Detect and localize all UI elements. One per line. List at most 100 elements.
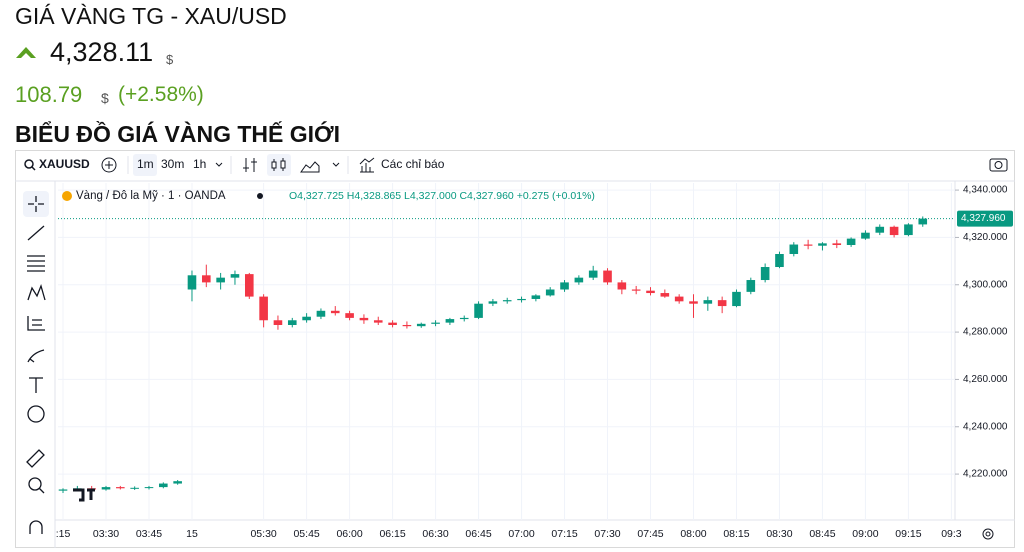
- candle-body: [330, 310, 340, 314]
- candle-body: [144, 487, 154, 489]
- x-tick-label: 06:45: [465, 528, 491, 540]
- change-percent: (+2.58%): [118, 83, 204, 106]
- x-tick-label: 09:15: [895, 528, 921, 540]
- candle-body: [889, 226, 899, 236]
- candle-body: [244, 274, 254, 297]
- x-tick-label: 03:30: [93, 528, 119, 540]
- candle-body: [775, 253, 784, 268]
- chart-widget: XAUUSD 1m 30m 1h Các chỉ báo 4,220.0004,…: [15, 150, 1015, 548]
- interval-active: [133, 154, 157, 176]
- candle-body: [732, 291, 741, 307]
- candle-body: [703, 300, 713, 304]
- interval[interactable]: 1h: [193, 157, 206, 171]
- area-type-button[interactable]: [300, 161, 320, 173]
- x-tick-label: 08:30: [766, 528, 792, 540]
- candle-body: [416, 323, 426, 327]
- chart-type-menu[interactable]: [332, 162, 340, 167]
- x-tick-label: :15: [56, 528, 71, 540]
- candle-body: [631, 289, 641, 291]
- candle-body: [101, 487, 111, 490]
- candle-body: [760, 267, 770, 281]
- candle-body: [818, 243, 827, 246]
- widget-frame: [15, 150, 1015, 548]
- compare-button[interactable]: [101, 157, 117, 173]
- candle-body: [588, 270, 598, 278]
- candle-body: [531, 295, 541, 299]
- candle-body: [746, 280, 756, 292]
- candle-body: [904, 224, 913, 236]
- candle-body: [603, 270, 612, 283]
- indicators-button[interactable]: Các chỉ báo: [381, 157, 445, 171]
- settings-button[interactable]: [982, 528, 994, 540]
- x-tick-label: 08:00: [680, 528, 706, 540]
- bar-type-button[interactable]: [243, 158, 257, 172]
- x-tick-label: 07:00: [508, 528, 534, 540]
- candle-body: [445, 319, 455, 323]
- price-unit: $: [166, 52, 174, 67]
- brush-tool[interactable]: [27, 349, 45, 363]
- candle-body: [302, 316, 311, 321]
- market-status: [257, 193, 263, 199]
- symbol-logo: [62, 191, 72, 201]
- y-tick-label: 4,300.000: [963, 279, 1008, 290]
- trendline-tool[interactable]: [27, 225, 45, 241]
- page-title: GIÁ VÀNG TG - XAU/USD: [15, 3, 287, 29]
- candle-body: [660, 293, 670, 297]
- candle-body: [159, 483, 168, 488]
- symbol[interactable]: XAUUSD: [39, 157, 90, 171]
- candle-body: [116, 487, 125, 489]
- magnet-tool[interactable]: [29, 520, 43, 534]
- candle-body: [717, 300, 727, 307]
- candle-body: [803, 244, 813, 246]
- candle-body: [646, 290, 655, 294]
- screenshot-button[interactable]: [989, 158, 1008, 172]
- y-tick-label: 4,320.000: [963, 232, 1008, 243]
- candle-body: [474, 303, 483, 318]
- change: 108.79: [15, 82, 83, 107]
- y-tick-label: 4,280.000: [963, 327, 1008, 338]
- candle-body: [832, 243, 842, 246]
- price: 4,328.11: [50, 37, 154, 67]
- candle-body: [674, 296, 684, 302]
- candle-body: [273, 320, 283, 325]
- last-price-label: 4,327.960: [961, 213, 1006, 224]
- candle-body: [202, 275, 211, 283]
- candle-body: [402, 324, 412, 327]
- measure-tool[interactable]: [26, 449, 45, 468]
- plot: 4,220.000 4,240.000 4,260.000 4,280.000 4,30…: [56, 183, 1013, 540]
- interval[interactable]: 30m: [161, 157, 184, 171]
- x-tick-label: 08:45: [809, 528, 835, 540]
- candle-body: [789, 244, 799, 254]
- x-tick-label: 03:45: [136, 528, 162, 540]
- candle-body: [617, 282, 627, 290]
- candle-body: [316, 310, 326, 317]
- candle-body: [502, 300, 512, 302]
- pattern-tool[interactable]: [27, 283, 46, 301]
- legend-ohlc: O4,327.725 H4,328.865 L4,327.000 C4,327.…: [289, 190, 595, 202]
- legend-title: Vàng / Đô la Mỹ · 1 · OANDA: [76, 190, 226, 202]
- y-tick-label: 4,260.000: [963, 374, 1008, 385]
- symbol-search[interactable]: XAUUSD: [24, 157, 90, 171]
- x-tick-label: 05:30: [250, 528, 276, 540]
- y-tick-label: 4,240.000: [963, 421, 1008, 432]
- candle-body: [345, 313, 354, 318]
- section-title: BIỂU ĐỒ GIÁ VÀNG THẾ GIỚI: [15, 121, 341, 147]
- crosshair-tool[interactable]: [28, 196, 44, 212]
- x-tick-label: 09:3: [941, 528, 962, 540]
- candle-body: [287, 320, 297, 325]
- zoom-tool[interactable]: [28, 477, 42, 491]
- interval[interactable]: 1m: [137, 157, 154, 171]
- x-tick-label: 07:15: [551, 528, 577, 540]
- x-tick-label: 09:00: [852, 528, 878, 540]
- text-tool[interactable]: [29, 377, 43, 393]
- fib-tool[interactable]: [27, 255, 45, 272]
- indicators-icon[interactable]: [359, 157, 375, 173]
- emoji-tool[interactable]: [27, 405, 45, 423]
- forecast-tool[interactable]: [27, 316, 45, 331]
- up-arrow: [16, 47, 36, 58]
- interval-menu[interactable]: [215, 162, 223, 167]
- candle-body: [574, 277, 584, 283]
- candle-body: [230, 274, 240, 278]
- x-tick-label: 06:30: [422, 528, 448, 540]
